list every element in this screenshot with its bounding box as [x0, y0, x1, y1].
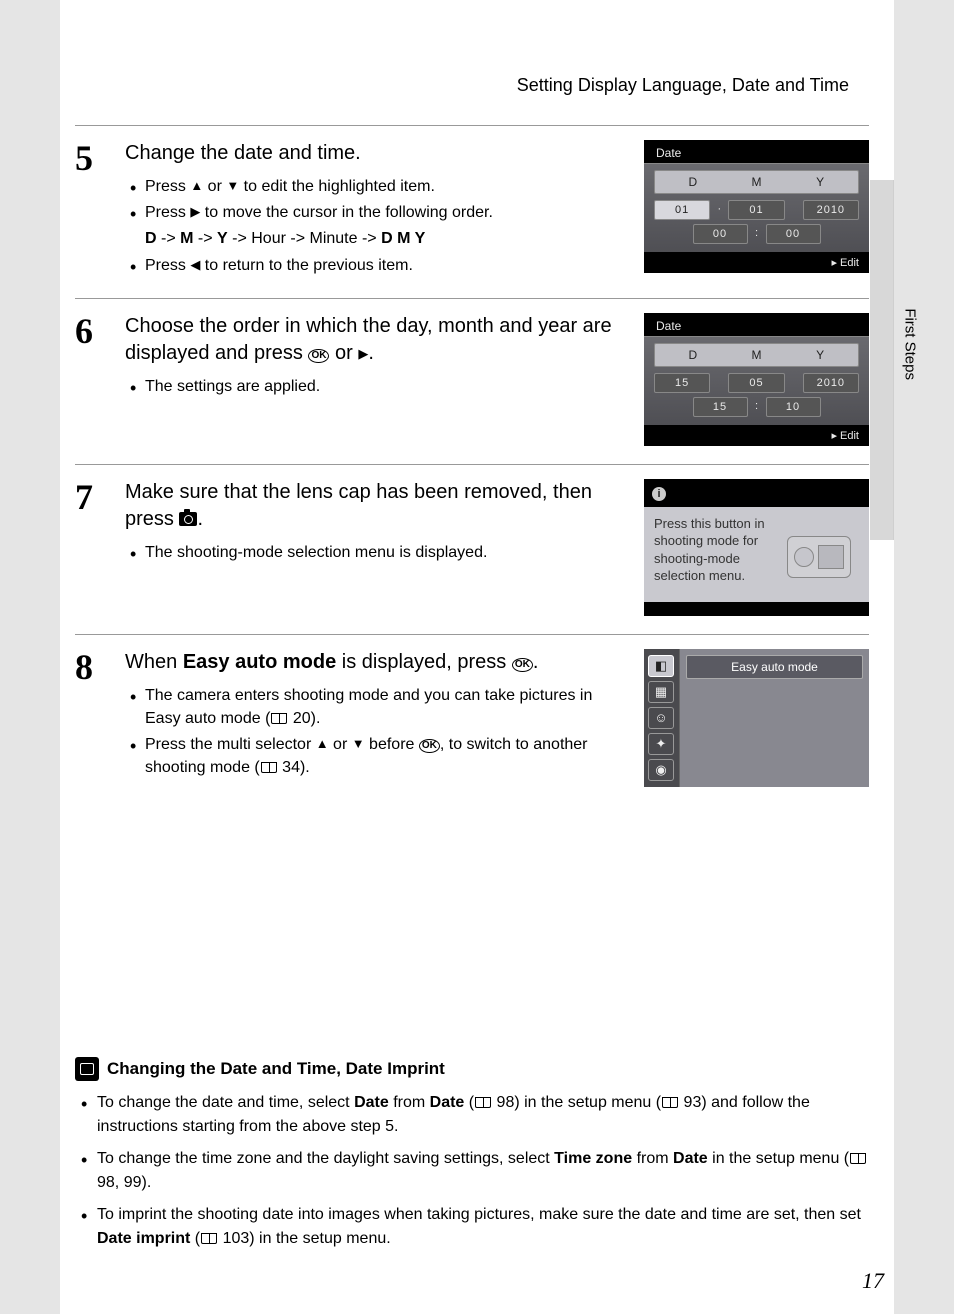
- mode-sport-icon: ✦: [648, 733, 674, 755]
- bullet: Press ◀ to return to the previous item.: [125, 254, 622, 277]
- bullet: The camera enters shooting mode and you …: [125, 684, 622, 730]
- step-6: 6 Choose the order in which the day, mon…: [75, 298, 869, 464]
- step-figure: i Press this button in shooting mode for…: [644, 479, 869, 616]
- side-tab-box: [870, 180, 894, 540]
- up-triangle-icon: ▲: [190, 177, 203, 196]
- ok-icon: OK: [308, 349, 329, 363]
- lcd-footer: ▸ Edit: [644, 252, 869, 273]
- lcd-footer: ▸ Edit: [644, 425, 869, 446]
- lcd-day-value: 15: [654, 373, 710, 393]
- side-tab: First Steps: [899, 308, 919, 380]
- lcd-footer: [644, 602, 869, 616]
- page-number: 17: [862, 1268, 884, 1294]
- lcd-title: Date: [644, 140, 869, 163]
- lcd-info-head: i: [644, 479, 869, 507]
- right-triangle-icon: ▶: [358, 345, 368, 363]
- bullet: The settings are applied.: [125, 375, 622, 398]
- mode-auto-icon: ◉: [648, 759, 674, 781]
- lcd-info-text: Press this button in shooting mode for s…: [654, 515, 773, 594]
- ok-icon: OK: [419, 739, 440, 753]
- lcd-hour-value: 15: [693, 397, 748, 417]
- bullet: Press the multi selector ▲ or ▼ before O…: [125, 733, 622, 779]
- lcd-date-screen: Date DMY 15 05 2010 15 : 1: [644, 313, 869, 446]
- manual-ref-icon: [475, 1097, 491, 1108]
- step-body: Change the date and time. Press ▲ or ▼ t…: [125, 140, 632, 280]
- step-number: 8: [75, 649, 113, 787]
- mode-easy-auto-icon: ◧: [648, 655, 674, 677]
- step-number: 5: [75, 140, 113, 280]
- down-triangle-icon: ▼: [352, 735, 365, 754]
- manual-ref-icon: [271, 713, 287, 724]
- header-title: Setting Display Language, Date and Time: [517, 75, 849, 96]
- step-body: Choose the order in which the day, month…: [125, 313, 632, 446]
- step-7: 7 Make sure that the lens cap has been r…: [75, 464, 869, 634]
- lcd-info-screen: i Press this button in shooting mode for…: [644, 479, 869, 616]
- note-item: To change the time zone and the daylight…: [75, 1147, 869, 1195]
- lcd-minute-value: 10: [766, 397, 821, 417]
- lcd-date-screen: Date DMY 01 · 01 2010 00 :: [644, 140, 869, 273]
- camera-illustration: [779, 524, 859, 584]
- bullet: Press ▶ to move the cursor in the follow…: [125, 201, 622, 250]
- lcd-year-value: 2010: [803, 200, 859, 220]
- down-triangle-icon: ▼: [226, 177, 239, 196]
- step-8: 8 When Easy auto mode is displayed, pres…: [75, 634, 869, 805]
- notes-section: Changing the Date and Time, Date Imprint…: [75, 1057, 869, 1259]
- info-icon: i: [652, 487, 666, 501]
- lcd-year-value: 2010: [803, 373, 859, 393]
- note-item: To imprint the shooting date into images…: [75, 1203, 869, 1251]
- lcd-minute-value: 00: [766, 224, 821, 244]
- lcd-day-value: 01: [654, 200, 710, 220]
- manual-ref-icon: [201, 1233, 217, 1244]
- up-triangle-icon: ▲: [316, 735, 329, 754]
- camera-icon: [179, 512, 197, 526]
- step-body: Make sure that the lens cap has been rem…: [125, 479, 632, 616]
- lcd-dmy-header: DMY: [654, 343, 859, 367]
- step-figure: Date DMY 01 · 01 2010 00 :: [644, 140, 869, 280]
- step-number: 6: [75, 313, 113, 446]
- mode-icon-strip: ◧ ▦ ☺ ✦ ◉: [644, 649, 680, 787]
- note-icon: [75, 1057, 99, 1081]
- manual-ref-icon: [850, 1153, 866, 1164]
- lcd-hour-value: 00: [693, 224, 748, 244]
- manual-ref-icon: [662, 1097, 678, 1108]
- lcd-month-value: 05: [728, 373, 784, 393]
- step-title: Make sure that the lens cap has been rem…: [125, 479, 622, 533]
- step-5: 5 Change the date and time. Press ▲ or ▼…: [75, 125, 869, 298]
- bullet: Press ▲ or ▼ to edit the highlighted ite…: [125, 175, 622, 198]
- mode-scene-icon: ▦: [648, 681, 674, 703]
- content: 5 Change the date and time. Press ▲ or ▼…: [75, 125, 869, 805]
- mode-smart-portrait-icon: ☺: [648, 707, 674, 729]
- lcd-title: Date: [644, 313, 869, 336]
- ok-icon: OK: [512, 658, 533, 672]
- step-number: 7: [75, 479, 113, 616]
- step-title: Change the date and time.: [125, 140, 622, 167]
- right-triangle-icon: ▶: [190, 203, 200, 222]
- bullet: The shooting-mode selection menu is disp…: [125, 541, 622, 564]
- left-triangle-icon: ◀: [190, 256, 200, 275]
- step-figure: ◧ ▦ ☺ ✦ ◉ Easy auto mode: [644, 649, 869, 787]
- note-item: To change the date and time, select Date…: [75, 1091, 869, 1139]
- step-figure: Date DMY 15 05 2010 15 : 1: [644, 313, 869, 446]
- step-title: When Easy auto mode is displayed, press …: [125, 649, 622, 676]
- lcd-month-value: 01: [728, 200, 784, 220]
- lcd-dmy-header: DMY: [654, 170, 859, 194]
- step-body: When Easy auto mode is displayed, press …: [125, 649, 632, 787]
- mode-label: Easy auto mode: [686, 655, 863, 679]
- notes-title: Changing the Date and Time, Date Imprint: [107, 1059, 445, 1079]
- mode-select-screen: ◧ ▦ ☺ ✦ ◉ Easy auto mode: [644, 649, 869, 787]
- manual-ref-icon: [261, 762, 277, 773]
- step-title: Choose the order in which the day, month…: [125, 313, 622, 367]
